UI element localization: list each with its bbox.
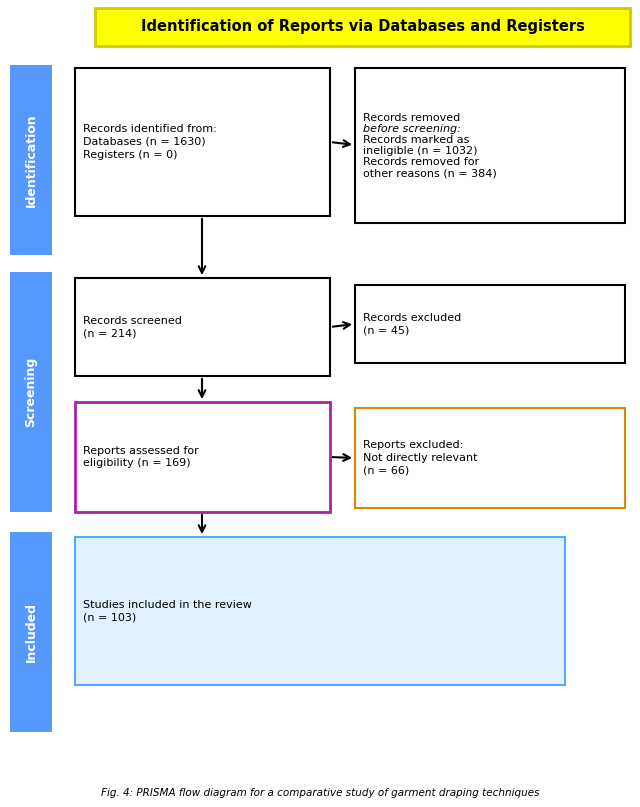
- Text: Screening: Screening: [24, 357, 38, 427]
- Text: Reports excluded:
Not directly relevant
(n = 66): Reports excluded: Not directly relevant …: [363, 440, 477, 476]
- FancyBboxPatch shape: [95, 8, 630, 46]
- FancyBboxPatch shape: [355, 285, 625, 363]
- Text: Reports assessed for
eligibility (n = 169): Reports assessed for eligibility (n = 16…: [83, 445, 199, 468]
- Text: other reasons (n = 384): other reasons (n = 384): [363, 168, 497, 178]
- Text: Records identified from:
Databases (n = 1630)
Registers (n = 0): Records identified from: Databases (n = …: [83, 124, 217, 160]
- FancyBboxPatch shape: [355, 68, 625, 223]
- FancyBboxPatch shape: [75, 68, 330, 216]
- FancyBboxPatch shape: [10, 272, 52, 512]
- Text: Included: Included: [24, 602, 38, 662]
- FancyBboxPatch shape: [75, 537, 565, 685]
- FancyBboxPatch shape: [75, 278, 330, 376]
- Text: Identification: Identification: [24, 113, 38, 207]
- Text: before screening:: before screening:: [363, 124, 461, 134]
- Text: Records marked as: Records marked as: [363, 135, 469, 145]
- FancyBboxPatch shape: [75, 402, 330, 512]
- Text: Fig. 4: PRISMA flow diagram for a comparative study of garment draping technique: Fig. 4: PRISMA flow diagram for a compar…: [100, 788, 540, 798]
- FancyBboxPatch shape: [10, 532, 52, 732]
- Text: Records excluded
(n = 45): Records excluded (n = 45): [363, 312, 461, 336]
- FancyBboxPatch shape: [10, 65, 52, 255]
- Text: Records removed: Records removed: [363, 113, 460, 123]
- Text: Identification of Reports via Databases and Registers: Identification of Reports via Databases …: [141, 19, 584, 35]
- Text: ineligible (n = 1032): ineligible (n = 1032): [363, 146, 477, 156]
- Text: Records screened
(n = 214): Records screened (n = 214): [83, 316, 182, 338]
- Text: Records removed for: Records removed for: [363, 157, 479, 167]
- Text: Studies included in the review
(n = 103): Studies included in the review (n = 103): [83, 600, 252, 622]
- FancyBboxPatch shape: [355, 408, 625, 508]
